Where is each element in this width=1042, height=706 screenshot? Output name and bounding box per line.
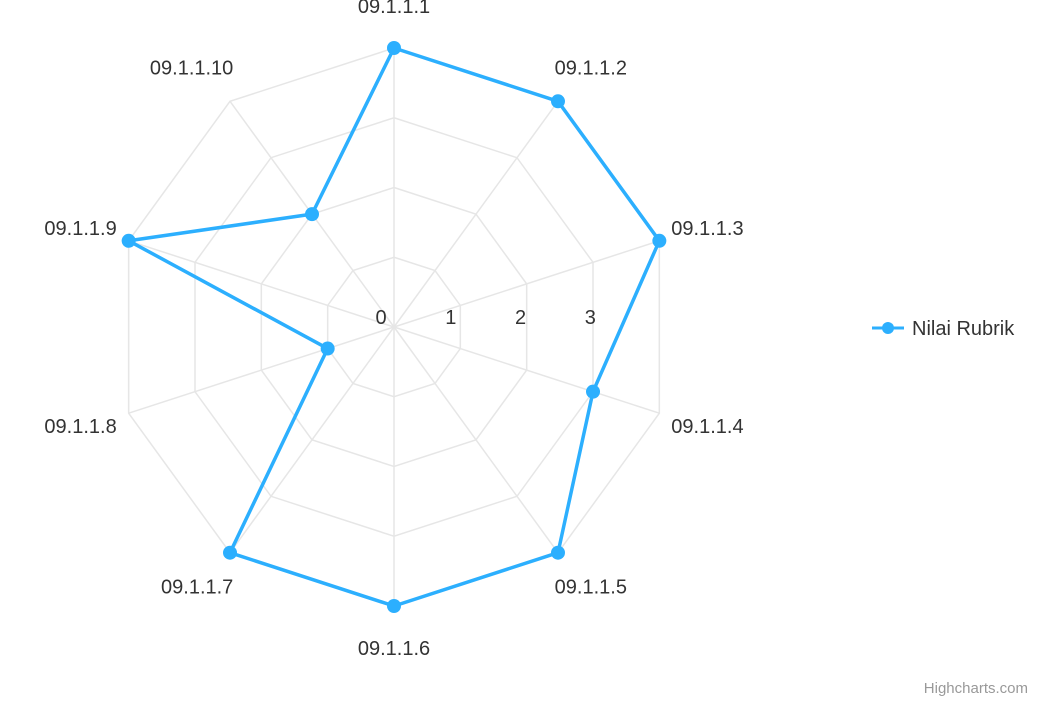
credits-link[interactable]: Highcharts.com (924, 680, 1028, 697)
data-point[interactable] (121, 233, 136, 248)
radial-axis-ticks: 0 1 2 3 (375, 307, 595, 329)
data-point[interactable] (586, 384, 601, 399)
data-point[interactable] (652, 233, 667, 248)
legend-dot-marker (882, 322, 894, 334)
grid-spoke (393, 326, 660, 414)
grid-spoke (128, 240, 395, 328)
data-point[interactable] (550, 94, 565, 109)
radial-tick-label: 2 (515, 307, 526, 329)
category-label: 09.1.1.8 (44, 416, 116, 438)
series-layer (121, 41, 667, 613)
data-point[interactable] (223, 545, 238, 560)
legend-item-label[interactable]: Nilai Rubrik (912, 318, 1015, 340)
category-label: 09.1.1.2 (555, 57, 627, 79)
grid-spoke (128, 326, 395, 414)
data-point[interactable] (387, 599, 401, 613)
radial-tick-label: 3 (585, 307, 596, 329)
data-point[interactable] (305, 207, 320, 222)
category-label: 09.1.1.4 (671, 416, 743, 438)
data-point[interactable] (550, 545, 565, 560)
category-label: 09.1.1.5 (555, 577, 627, 599)
category-label: 09.1.1.6 (358, 638, 430, 660)
radial-tick-label: 0 (375, 307, 386, 329)
category-label: 09.1.1.1 (358, 0, 430, 18)
category-label: 09.1.1.3 (671, 218, 743, 240)
grid-spoke (393, 100, 559, 328)
category-label: 09.1.1.10 (150, 57, 233, 79)
legend[interactable]: Nilai Rubrik (872, 318, 1015, 340)
category-label: 09.1.1.9 (44, 218, 116, 240)
grid-spoke (393, 326, 559, 554)
category-labels: 09.1.1.1 09.1.1.2 09.1.1.3 09.1.1.4 09.1.1.5… (44, 0, 743, 660)
data-point[interactable] (320, 341, 335, 356)
category-label: 09.1.1.7 (161, 577, 233, 599)
data-point[interactable] (387, 41, 401, 55)
grid-spoke (393, 240, 660, 328)
radial-tick-label: 1 (445, 307, 456, 329)
grid-spoke (229, 326, 395, 554)
